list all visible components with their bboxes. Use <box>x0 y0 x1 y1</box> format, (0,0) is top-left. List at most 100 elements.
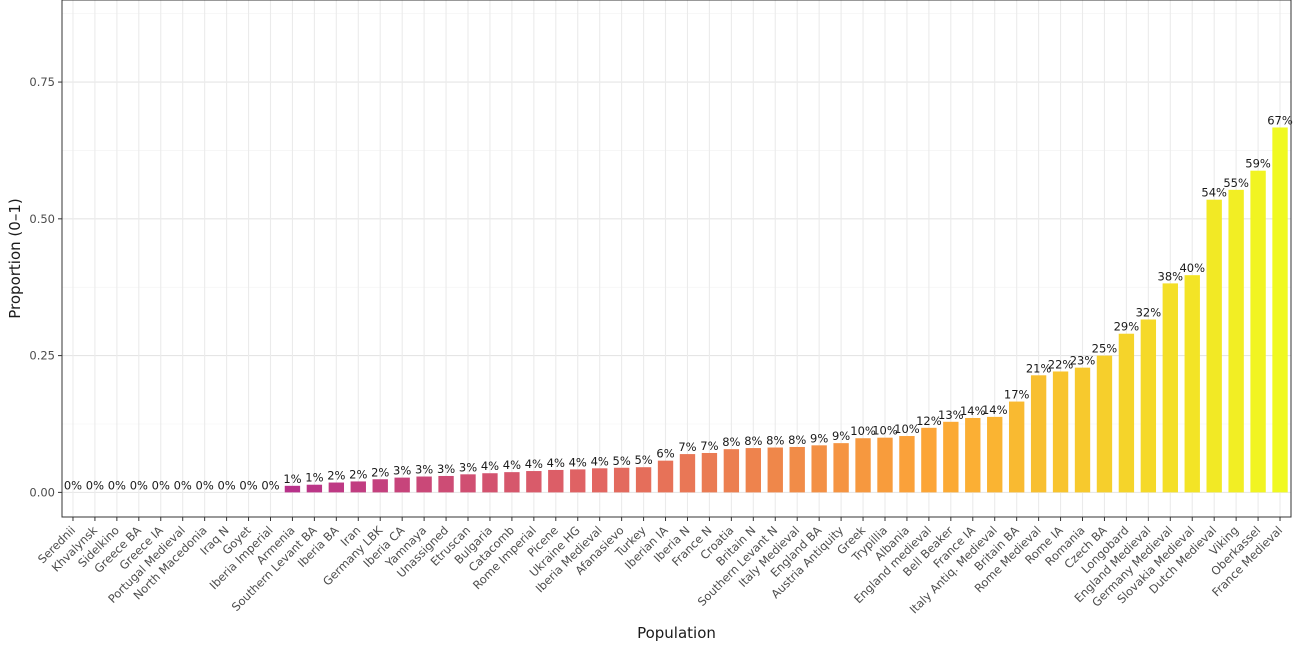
x-axis-title: Population <box>637 624 716 642</box>
bar-value-label: 14% <box>982 403 1008 417</box>
bar <box>1272 127 1288 493</box>
bar <box>811 445 827 493</box>
bar-value-label: 0% <box>174 478 192 492</box>
y-tick-label: 0.00 <box>29 485 55 499</box>
bar <box>1250 170 1266 493</box>
bar <box>570 469 586 493</box>
bar-value-label: 6% <box>656 447 674 461</box>
bar <box>1184 275 1200 493</box>
bar <box>1206 199 1222 493</box>
bar <box>987 416 1003 493</box>
bar <box>723 449 740 493</box>
bar <box>394 477 410 493</box>
grid-lines <box>62 0 1291 517</box>
bar <box>1162 283 1178 493</box>
bar <box>745 448 761 493</box>
bar <box>943 421 959 493</box>
bar-value-label: 13% <box>938 408 964 422</box>
bars <box>284 127 1288 493</box>
bar-value-label: 23% <box>1070 354 1096 368</box>
bar-value-label: 40% <box>1179 261 1205 275</box>
bar-value-label: 3% <box>437 462 455 476</box>
bar <box>1140 319 1157 493</box>
bar <box>855 438 871 493</box>
bar-value-label: 1% <box>305 471 323 485</box>
bar-value-label: 7% <box>678 440 696 454</box>
bar <box>1118 333 1135 493</box>
bar-value-label: 0% <box>217 478 235 492</box>
bar-value-label: 0% <box>239 478 257 492</box>
bar-value-label: 4% <box>591 454 609 468</box>
bar <box>1228 189 1244 493</box>
bar-value-label: 8% <box>766 434 784 448</box>
bar-value-label: 22% <box>1048 357 1074 371</box>
bar <box>482 473 498 493</box>
bar-value-label: 67% <box>1267 113 1293 127</box>
bar <box>548 469 564 493</box>
bar-value-label: 10% <box>872 424 898 438</box>
bar-value-label: 7% <box>700 439 718 453</box>
bar <box>877 437 893 493</box>
bar-value-label: 3% <box>393 464 411 478</box>
bar-value-label: 32% <box>1136 306 1162 320</box>
bar <box>965 417 981 493</box>
bar-value-label: 10% <box>894 422 920 436</box>
bar-value-label: 12% <box>916 414 942 428</box>
bar <box>833 443 849 493</box>
plot-panel-border <box>61 0 1292 518</box>
bar-value-label: 54% <box>1201 186 1227 200</box>
bar <box>306 484 323 493</box>
bar <box>1030 375 1047 493</box>
bar-value-label: 3% <box>459 460 477 474</box>
y-axis-title: Proportion (0–1) <box>6 198 24 318</box>
bar-value-label: 2% <box>327 469 345 483</box>
bar-value-label: 1% <box>283 472 301 486</box>
y-tick-label: 0.75 <box>29 75 55 89</box>
bar <box>284 485 301 493</box>
bar <box>328 482 345 493</box>
bar-value-label: 9% <box>832 429 850 443</box>
bar-value-label: 0% <box>108 478 126 492</box>
bar-value-label: 55% <box>1223 176 1249 190</box>
y-tick-label: 0.25 <box>29 349 55 363</box>
bar-value-label: 4% <box>481 459 499 473</box>
bar-value-label: 21% <box>1026 361 1052 375</box>
bar <box>526 471 542 493</box>
bar <box>504 472 520 493</box>
bar-value-label: 4% <box>503 458 521 472</box>
bar <box>372 479 388 493</box>
bar-value-label: 2% <box>371 465 389 479</box>
bar-labels: 0% 0% 0% 0% 0% 0% 0% 0% 0% 0% 1% 1% 2% 2% 2% 3% 3% 3% 3% 4%… <box>64 113 1293 492</box>
bar-value-label: 0% <box>86 478 104 492</box>
bar-value-label: 17% <box>1004 388 1030 402</box>
bar-value-label: 0% <box>64 478 82 492</box>
bar-value-label: 0% <box>261 478 279 492</box>
bar-value-label: 25% <box>1092 342 1118 356</box>
bar-value-label: 4% <box>569 455 587 469</box>
bar-value-label: 0% <box>152 478 170 492</box>
bar <box>350 481 366 493</box>
bar <box>657 460 674 493</box>
bar <box>921 427 937 493</box>
bar-value-label: 14% <box>960 404 986 418</box>
bar <box>592 468 608 493</box>
bar-value-label: 2% <box>349 467 367 481</box>
bar-value-label: 8% <box>722 435 740 449</box>
bar <box>1008 401 1025 493</box>
bar-value-label: 0% <box>196 478 214 492</box>
bar <box>438 475 454 493</box>
bar <box>679 454 696 493</box>
bar <box>635 467 652 493</box>
bar-value-label: 9% <box>810 431 828 445</box>
bar-value-label: 10% <box>850 424 876 438</box>
bar-value-label: 4% <box>547 456 565 470</box>
bar-value-label: 5% <box>613 454 631 468</box>
bar <box>460 474 476 493</box>
bar <box>767 447 783 493</box>
bar-value-label: 3% <box>415 463 433 477</box>
bar <box>1052 371 1069 493</box>
y-axis-ticks: 0.00 0.25 0.50 0.75 <box>29 75 62 499</box>
bar-value-label: 0% <box>130 478 148 492</box>
